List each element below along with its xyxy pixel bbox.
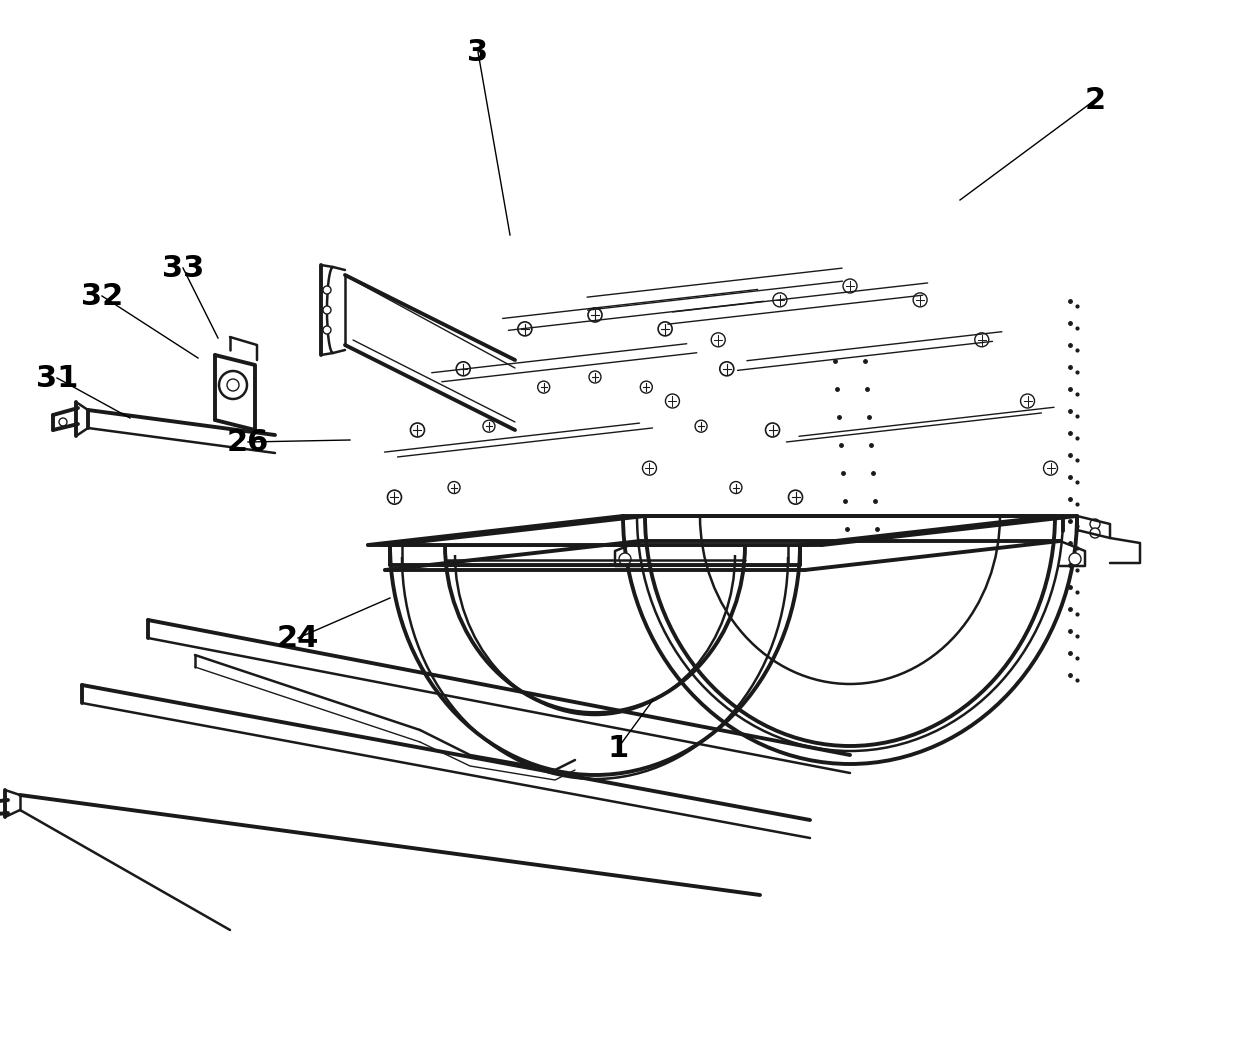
Circle shape: [410, 423, 424, 437]
Circle shape: [640, 381, 652, 393]
Text: 3: 3: [467, 37, 489, 66]
Circle shape: [322, 326, 331, 334]
Text: 33: 33: [162, 254, 205, 283]
Circle shape: [482, 420, 495, 432]
Circle shape: [658, 322, 672, 336]
Circle shape: [1069, 553, 1081, 565]
Circle shape: [719, 362, 734, 376]
Circle shape: [448, 481, 460, 494]
Circle shape: [712, 332, 725, 347]
Circle shape: [60, 418, 67, 426]
Text: 26: 26: [227, 427, 269, 456]
Circle shape: [1090, 528, 1100, 538]
Circle shape: [696, 420, 707, 432]
Circle shape: [589, 371, 601, 383]
Circle shape: [666, 394, 680, 408]
Circle shape: [219, 371, 247, 399]
Circle shape: [843, 279, 857, 293]
Circle shape: [518, 322, 532, 336]
Circle shape: [765, 423, 780, 437]
Text: 31: 31: [36, 364, 78, 393]
Circle shape: [322, 286, 331, 294]
Circle shape: [975, 332, 988, 347]
Circle shape: [1021, 394, 1034, 408]
Circle shape: [773, 293, 787, 307]
Circle shape: [538, 381, 549, 393]
Circle shape: [322, 307, 331, 314]
Circle shape: [642, 461, 656, 475]
Circle shape: [789, 490, 802, 504]
Text: 1: 1: [608, 734, 629, 763]
Text: 2: 2: [1085, 85, 1106, 114]
Text: 32: 32: [81, 282, 123, 311]
Circle shape: [588, 308, 601, 322]
Circle shape: [730, 481, 742, 494]
Circle shape: [227, 379, 239, 391]
Circle shape: [1090, 520, 1100, 529]
Circle shape: [619, 553, 631, 565]
Circle shape: [1044, 461, 1058, 475]
Circle shape: [387, 490, 402, 504]
Circle shape: [913, 293, 928, 307]
Text: 24: 24: [277, 623, 319, 652]
Circle shape: [456, 362, 470, 376]
